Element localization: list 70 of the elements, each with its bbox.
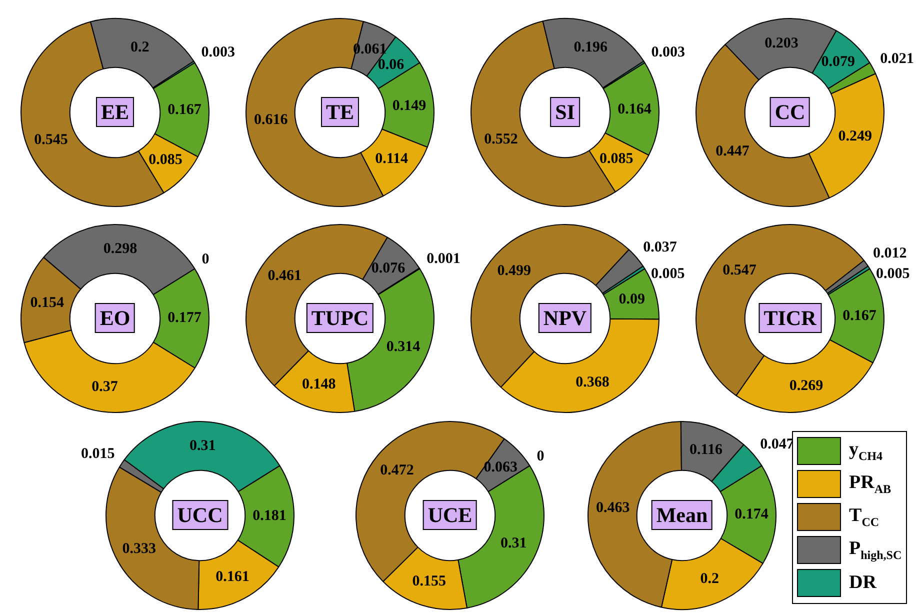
data-label: 0.06 (378, 56, 405, 73)
data-label: 0.461 (268, 268, 302, 284)
data-label: 0.463 (596, 500, 630, 516)
text: SI (550, 97, 580, 127)
data-label: 0.249 (838, 128, 872, 144)
text: 0 (536, 448, 544, 464)
data-label: 0.079 (821, 54, 855, 70)
data-label: 0.021 (880, 50, 914, 67)
text: UCE (422, 500, 478, 530)
data-label: 0.114 (375, 150, 409, 167)
data-label: 0.547 (722, 262, 757, 278)
data-label: 0.545 (34, 131, 68, 148)
data-label: 0.552 (484, 131, 518, 148)
data-label: 0.005 (650, 266, 685, 282)
data-label: 0.001 (426, 250, 460, 267)
data-label: 0.447 (716, 142, 750, 159)
legend-label: P$_{high,SC}$ (849, 538, 902, 562)
data-label: 0.149 (392, 98, 426, 114)
data-label: 0.31 (190, 437, 216, 454)
text: CC (770, 97, 810, 127)
data-label: 0.116 (690, 442, 723, 458)
data-label: 0.148 (302, 376, 336, 392)
data-label: 0.076 (371, 260, 406, 276)
data-label: 0.085 (600, 150, 634, 167)
data-label: 0.181 (252, 508, 286, 524)
data-label: 0.333 (122, 540, 156, 557)
legend-label: PR$_{AB}$ (849, 472, 891, 496)
data-label: 0.616 (254, 112, 288, 128)
data-label: 0.472 (380, 462, 414, 478)
text: TUPC (306, 303, 374, 333)
data-label: 0.196 (574, 39, 608, 56)
text: EE (96, 97, 134, 127)
data-label: 0.085 (148, 152, 182, 168)
text: TICR (758, 303, 822, 333)
data-label: 0.31 (500, 534, 527, 551)
text: UCC (172, 500, 228, 530)
legend-label: T$_{CC}$ (849, 504, 880, 530)
data-label: 0.012 (872, 245, 907, 262)
data-label: 0.298 (103, 240, 138, 257)
data-label: 0.37 (92, 378, 118, 395)
data-label: 0.161 (216, 568, 250, 584)
data-label: 0.063 (484, 459, 518, 476)
data-label: 0.09 (618, 290, 646, 307)
text: 0 (202, 250, 210, 267)
data-label: 0.314 (386, 338, 421, 355)
data-label: 0.005 (876, 266, 910, 282)
data-label: 0.177 (168, 310, 202, 326)
data-label: 0.164 (618, 100, 652, 117)
data-label: 0.003 (651, 44, 686, 60)
data-label: 0.269 (789, 378, 824, 394)
data-label: 0.203 (764, 34, 798, 51)
data-label: 0.174 (734, 506, 769, 522)
data-label: 0.2 (130, 38, 150, 55)
data-label: 0.499 (497, 262, 531, 278)
legend-label: y$_{CH4}$ (849, 438, 882, 464)
data-label: 0.037 (643, 238, 678, 255)
data-label: 0.167 (168, 102, 202, 118)
text: NPV (538, 303, 592, 333)
data-label: 0.154 (30, 294, 65, 310)
data-label: 0.015 (81, 445, 115, 462)
text: TE (320, 97, 360, 127)
data-label: 0.155 (412, 573, 446, 590)
data-label: 0.2 (700, 570, 719, 587)
data-label: 0.368 (576, 374, 610, 390)
data-label: 0.003 (201, 44, 236, 60)
legend-label: DR (849, 572, 876, 594)
data-label: 0.167 (842, 308, 877, 324)
text: EO (94, 303, 136, 333)
text: Mean (651, 500, 713, 530)
data-label: 0.047 (760, 436, 794, 452)
